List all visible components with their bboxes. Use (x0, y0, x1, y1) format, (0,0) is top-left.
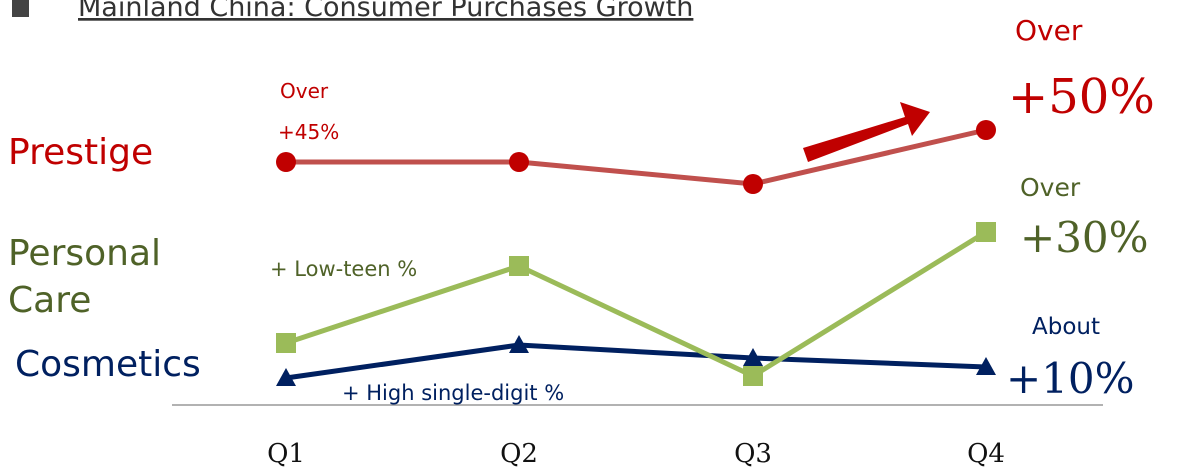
bullet (12, 0, 29, 17)
marker (743, 348, 763, 366)
marker (976, 357, 996, 375)
x-tick-label: Q2 (500, 439, 538, 469)
marker (509, 256, 529, 276)
marker (976, 120, 996, 140)
annotation: +10% (1006, 354, 1135, 403)
arrow (803, 102, 930, 162)
series-label: Care (8, 280, 91, 321)
annotation: + High single-digit % (342, 381, 564, 405)
annotation: Over (1020, 173, 1081, 202)
annotation: +45% (278, 120, 339, 144)
marker (509, 152, 529, 172)
marker (276, 368, 296, 386)
marker (276, 152, 296, 172)
marker (743, 174, 763, 194)
x-tick-label: Q3 (734, 439, 772, 469)
annotation: Over (1015, 14, 1083, 47)
annotation: About (1032, 314, 1100, 340)
marker (976, 222, 996, 242)
marker (743, 366, 763, 386)
annotation: +50% (1008, 69, 1155, 125)
annotation: +30% (1020, 213, 1149, 262)
series-label: Prestige (8, 132, 153, 173)
marker (509, 335, 529, 353)
series-line (285, 342, 987, 381)
series-line (285, 229, 988, 379)
series-line (286, 127, 987, 187)
annotation: Over (280, 79, 329, 103)
series-label: Cosmetics (15, 344, 201, 385)
title: Mainland China: Consumer Purchases Growt… (78, 0, 693, 23)
marker (276, 333, 296, 353)
x-tick-label: Q1 (267, 439, 305, 469)
x-tick-label: Q4 (967, 439, 1005, 469)
series-label: Personal (8, 233, 161, 274)
annotation: + Low-teen % (270, 257, 417, 281)
